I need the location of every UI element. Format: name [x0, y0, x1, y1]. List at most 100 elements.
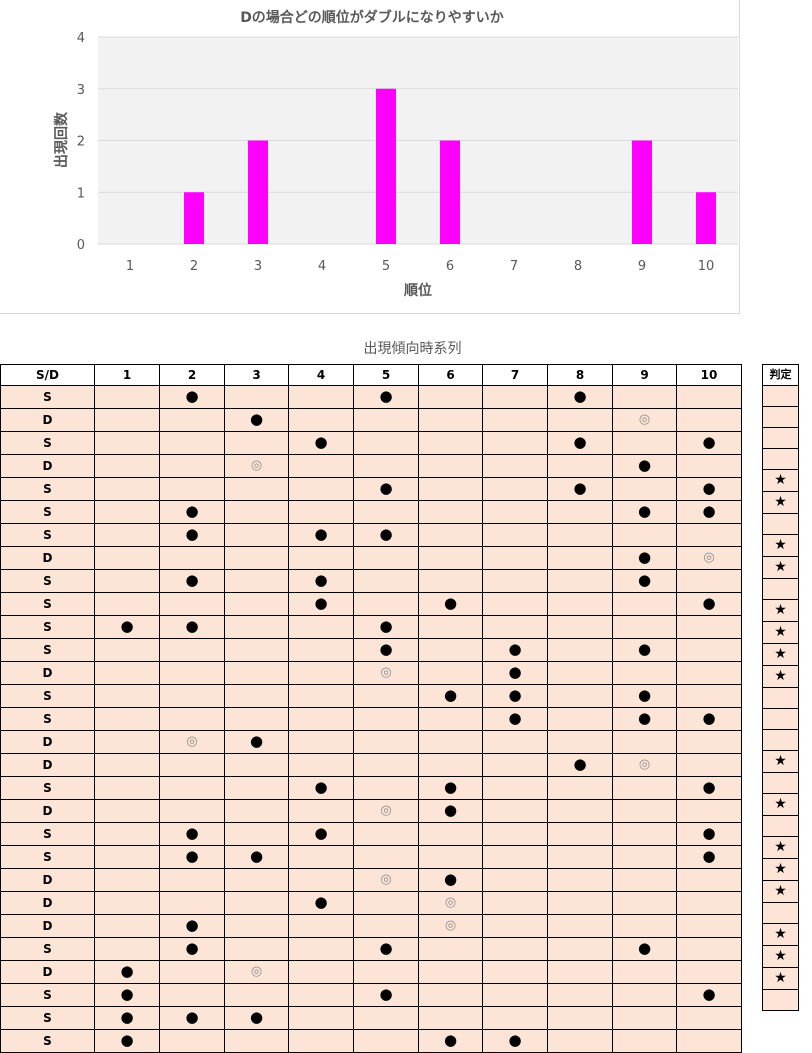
rank-cell [94, 477, 160, 501]
double-mark: ◎ [250, 964, 263, 979]
dot-mark: ● [379, 387, 393, 405]
rank-cell: ◎ [159, 730, 225, 754]
rank-cell [224, 661, 289, 685]
rank-cell [224, 983, 289, 1007]
rank-cell [353, 1006, 419, 1030]
sd-cell: S [0, 822, 95, 846]
rank-cell [547, 523, 613, 547]
rank-cell [482, 1006, 548, 1030]
bar-rank-5 [376, 88, 396, 244]
rank-cell [288, 638, 354, 662]
rank-cell [612, 730, 677, 754]
double-mark: ◎ [380, 803, 392, 818]
rank-cell [482, 615, 548, 639]
rank-cell: ● [224, 408, 289, 432]
rank-cell [159, 776, 225, 800]
rank-cell [288, 753, 354, 777]
double-mark: ◎ [703, 550, 715, 565]
bar-rank-2 [184, 192, 204, 244]
rank-cell [224, 684, 289, 708]
rank-cell: ● [418, 799, 483, 823]
judge-row: ★ [762, 750, 799, 773]
judge-row [762, 687, 799, 709]
dot-mark: ● [185, 571, 199, 589]
rank-cell [288, 1029, 354, 1053]
dot-mark: ● [120, 962, 134, 980]
judge-cell: ★ [762, 599, 799, 622]
judge-row [762, 729, 799, 751]
header-rank-7: 7 [482, 364, 548, 386]
rank-cell [418, 638, 483, 662]
judge-cell [762, 385, 799, 407]
judge-row [762, 989, 799, 1011]
rank-cell [353, 707, 419, 731]
rank-cell [159, 408, 225, 432]
judge-cell [762, 448, 799, 470]
rank-cell [288, 937, 354, 961]
table-row: S ● ● ● [0, 477, 742, 501]
rank-cell [482, 454, 548, 478]
judge-row: ★ [762, 621, 799, 644]
judge-cell: ★ [762, 923, 799, 946]
dot-mark: ● [379, 617, 393, 635]
rank-cell [676, 868, 742, 892]
rank-cell [482, 569, 548, 593]
rank-cell [547, 592, 613, 616]
x-tick-label: 5 [382, 259, 390, 274]
rank-cell: ● [482, 707, 548, 731]
double-mark: ◎ [250, 458, 263, 473]
rank-cell [612, 477, 677, 501]
judge-row: ★ [762, 836, 799, 859]
rank-cell: ◎ [353, 661, 419, 685]
rank-cell: ● [94, 1029, 160, 1053]
dot-mark: ● [185, 1008, 199, 1026]
double-mark: ◎ [186, 734, 198, 749]
judge-row [762, 708, 799, 730]
rank-cell: ● [159, 937, 225, 961]
rank-cell [94, 684, 160, 708]
rank-cell [353, 1029, 419, 1053]
judge-row: ★ [762, 556, 799, 579]
rank-cell [482, 523, 548, 547]
rank-cell [94, 385, 160, 409]
rank-cell [159, 983, 225, 1007]
rank-cell: ◎ [676, 546, 742, 570]
rank-cell [159, 1029, 225, 1053]
sd-cell: S [0, 684, 95, 708]
dot-mark: ● [314, 433, 328, 451]
rank-cell: ◎ [418, 914, 483, 938]
table-row: S ● ● ● [0, 569, 742, 593]
judge-row: ★ [762, 665, 799, 688]
judge-cell: ★ [762, 621, 799, 644]
table-row: D ◎ ● [0, 868, 742, 892]
star-mark: ★ [774, 646, 787, 662]
rank-cell [676, 408, 742, 432]
rank-cell: ● [353, 937, 419, 961]
rank-cell [288, 661, 354, 685]
dot-mark: ● [314, 824, 328, 842]
rank-cell: ● [482, 661, 548, 685]
rank-cell: ● [224, 1006, 289, 1030]
rank-cell: ● [353, 385, 419, 409]
rank-cell [224, 500, 289, 524]
rank-cell [547, 707, 613, 731]
sd-cell: S [0, 592, 95, 616]
rank-cell: ● [353, 615, 419, 639]
header-rank-8: 8 [547, 364, 613, 386]
rank-cell [612, 1006, 677, 1030]
judge-cell [762, 578, 799, 600]
sd-cell: S [0, 1029, 95, 1053]
table-row: S ● ● ● [0, 983, 742, 1007]
rank-cell [288, 845, 354, 869]
dot-mark: ● [249, 410, 264, 428]
bar-rank-10 [696, 192, 716, 244]
x-tick-label: 1 [126, 259, 134, 274]
rank-cell: ● [159, 615, 225, 639]
rank-cell [482, 983, 548, 1007]
dot-mark: ● [702, 709, 716, 727]
dot-mark: ● [637, 939, 652, 957]
sd-cell: D [0, 753, 95, 777]
rank-cell [418, 822, 483, 846]
rank-cell [482, 500, 548, 524]
star-mark: ★ [774, 926, 787, 942]
